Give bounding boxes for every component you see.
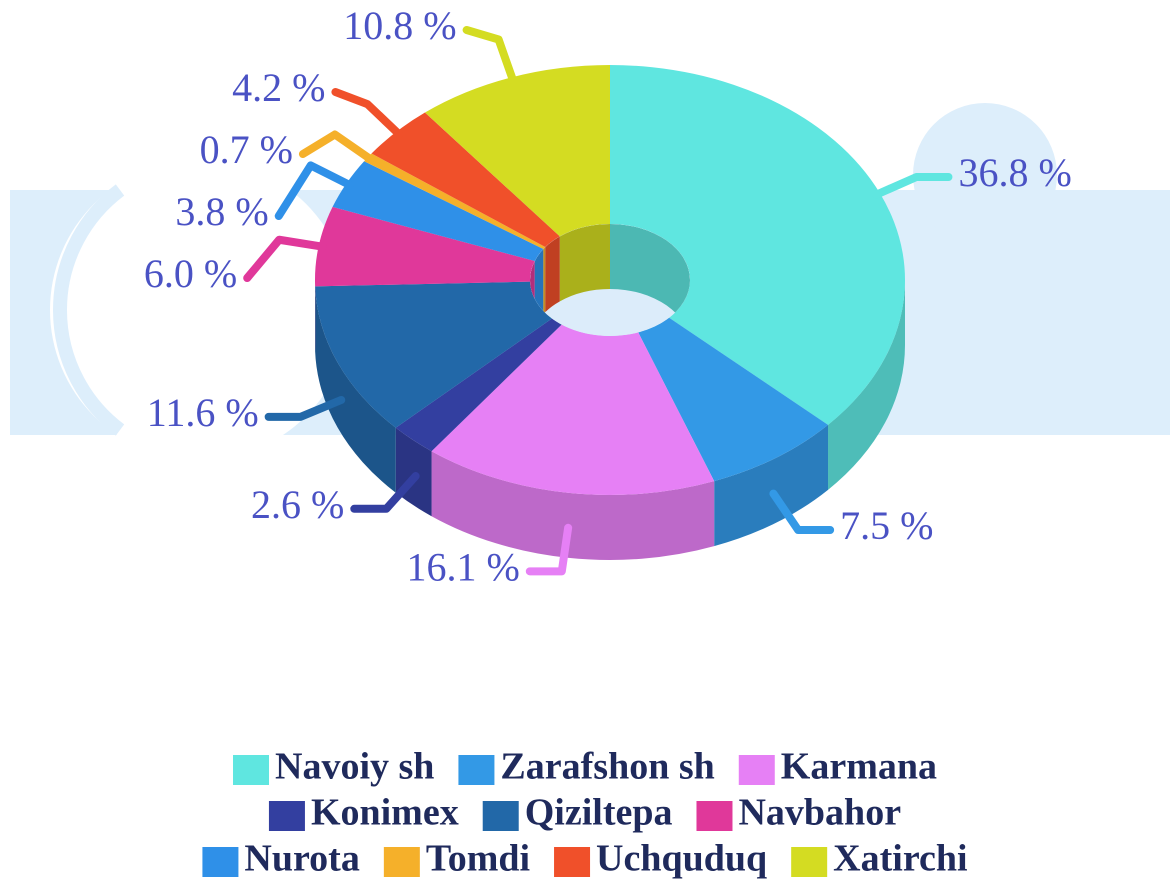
legend-swatch bbox=[233, 755, 270, 785]
leader-line bbox=[769, 489, 835, 534]
slice-side bbox=[828, 280, 905, 490]
leader-line bbox=[872, 172, 953, 199]
leader-line bbox=[274, 161, 355, 220]
legend-label: Qiziltepa bbox=[525, 792, 673, 834]
value-label: 36.8 % bbox=[958, 150, 1071, 195]
legend-swatch bbox=[383, 847, 420, 877]
value-labels: 36.8 % 7.5 % 16.1 % 2.6 % 11.6 % 6.0 % 3.8 % 0.… bbox=[144, 3, 1072, 589]
slice bbox=[395, 318, 562, 452]
value-label: 2.6 % bbox=[251, 482, 344, 527]
legend-label: Navbahor bbox=[738, 792, 901, 834]
legend-swatch bbox=[554, 847, 591, 877]
slice bbox=[431, 324, 715, 496]
hole-walls bbox=[530, 224, 690, 336]
slice-inner-side bbox=[545, 236, 560, 313]
slice-side bbox=[315, 286, 396, 493]
leader-line bbox=[350, 472, 420, 513]
slice-side bbox=[714, 424, 829, 547]
value-label: 6.0 % bbox=[144, 251, 237, 296]
legend-label: Konimex bbox=[311, 792, 459, 834]
slice-side bbox=[431, 451, 715, 560]
slice bbox=[364, 153, 546, 250]
leader-line bbox=[331, 88, 404, 139]
hole bbox=[530, 224, 690, 336]
legend-swatch bbox=[482, 801, 519, 831]
slice bbox=[315, 281, 552, 428]
slice-tops bbox=[315, 65, 905, 496]
value-label: 3.8 % bbox=[175, 189, 268, 234]
leader-line bbox=[243, 235, 327, 282]
slice bbox=[332, 161, 544, 261]
legend-swatch bbox=[791, 847, 828, 877]
value-label: 10.8 % bbox=[343, 3, 456, 48]
value-label: 7.5 % bbox=[840, 503, 933, 548]
legend: Navoiy sh Zarafshon sh Karmana Konimex Qizil… bbox=[202, 746, 968, 880]
legend-label: Tomdi bbox=[426, 838, 530, 880]
leader-line bbox=[525, 523, 573, 576]
slice bbox=[638, 317, 829, 482]
slice bbox=[424, 65, 610, 237]
slice-inner-side bbox=[610, 224, 690, 336]
legend-swatch bbox=[696, 801, 733, 831]
leader-line bbox=[462, 26, 518, 86]
legend-label: Nurota bbox=[244, 838, 359, 880]
value-label: 4.2 % bbox=[232, 65, 325, 110]
leader-line bbox=[264, 395, 346, 421]
legend-swatch bbox=[202, 847, 239, 877]
value-label: 11.6 % bbox=[147, 390, 259, 435]
leader-line bbox=[298, 130, 376, 164]
slice-inner-side bbox=[559, 224, 610, 302]
legend-label: Karmana bbox=[781, 746, 937, 788]
value-label: 0.7 % bbox=[200, 127, 293, 172]
bg-circle-cut bbox=[50, 160, 350, 460]
legend-swatch bbox=[458, 755, 495, 785]
slice-inner-side bbox=[543, 247, 546, 315]
slice bbox=[610, 65, 905, 425]
slice bbox=[371, 112, 560, 248]
slice bbox=[315, 206, 535, 287]
value-label: 16.1 % bbox=[406, 545, 519, 590]
legend-label: Navoiy sh bbox=[275, 746, 434, 788]
bg-circle bbox=[913, 103, 1057, 247]
legend-label: Zarafshon sh bbox=[500, 746, 714, 788]
legend-swatch bbox=[268, 801, 305, 831]
bg-arc bbox=[53, 184, 125, 436]
legend-swatch bbox=[738, 755, 775, 785]
slice-sides bbox=[315, 280, 905, 560]
legend-label: Uchquduq bbox=[596, 838, 767, 880]
legend-label: Xatirchi bbox=[833, 838, 967, 880]
